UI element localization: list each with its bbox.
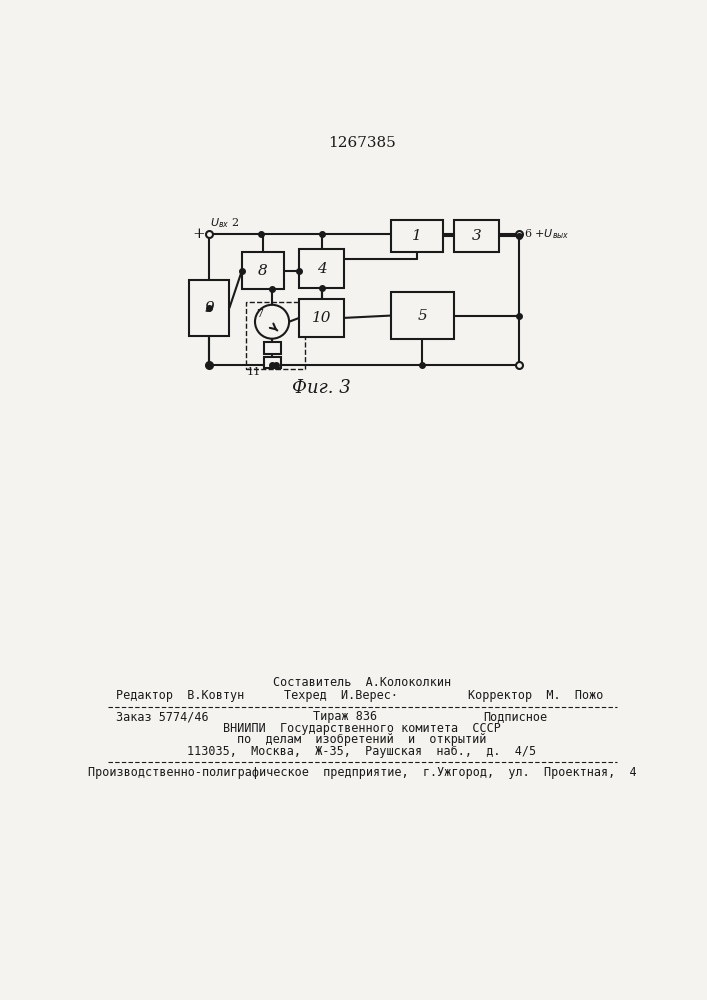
Text: 5: 5 [418,309,427,323]
Text: Заказ 5774/46: Заказ 5774/46 [115,710,208,723]
Bar [247,302,305,369]
Text: Производственно-полиграфическое  предприятие,  г.Ужгород,  ул.  Проектная,  4: Производственно-полиграфическое предприя… [88,766,636,779]
Bar [299,249,344,288]
Text: Редактор  В.Ковтун: Редактор В.Ковтун [115,689,244,702]
Text: 8: 8 [258,264,268,278]
Text: 4: 4 [317,262,327,276]
Text: 7: 7 [257,309,264,319]
Text: Тираж 836: Тираж 836 [313,710,378,723]
Text: 6 +$U_{вых}$: 6 +$U_{вых}$ [524,227,569,241]
Text: по  делам  изобретений  и  открытий: по делам изобретений и открытий [238,733,486,746]
Bar [189,280,230,336]
Bar [391,220,443,252]
Bar [264,342,281,354]
Text: +: + [193,227,206,241]
Bar [391,292,454,339]
Text: 11: 11 [247,367,262,377]
Text: Составитель  А.Колоколкин: Составитель А.Колоколкин [273,676,451,689]
Text: 3: 3 [472,229,481,243]
Text: 10: 10 [312,311,332,325]
Text: Фиг. 3: Фиг. 3 [291,379,350,397]
Text: 9: 9 [204,301,214,315]
Text: Подписное: Подписное [484,710,548,723]
Text: Техред  И.Верес·: Техред И.Верес· [284,689,399,702]
Bar [242,252,284,289]
Text: 1: 1 [412,229,422,243]
Circle shape [255,305,289,339]
Bar [299,299,344,337]
Text: ВНИИПИ  Государственного комитета  СССР: ВНИИПИ Государственного комитета СССР [223,722,501,735]
Text: $U_{вх}$ 2: $U_{вх}$ 2 [210,216,239,230]
Text: 1267385: 1267385 [328,136,396,150]
Bar [454,220,499,252]
Text: 113035,  Москва,  Ж-35,  Раушская  наб.,  д.  4/5: 113035, Москва, Ж-35, Раушская наб., д. … [187,745,537,758]
Bar [264,357,281,368]
Text: Корректор  М.  Пожо: Корректор М. Пожо [468,689,604,702]
